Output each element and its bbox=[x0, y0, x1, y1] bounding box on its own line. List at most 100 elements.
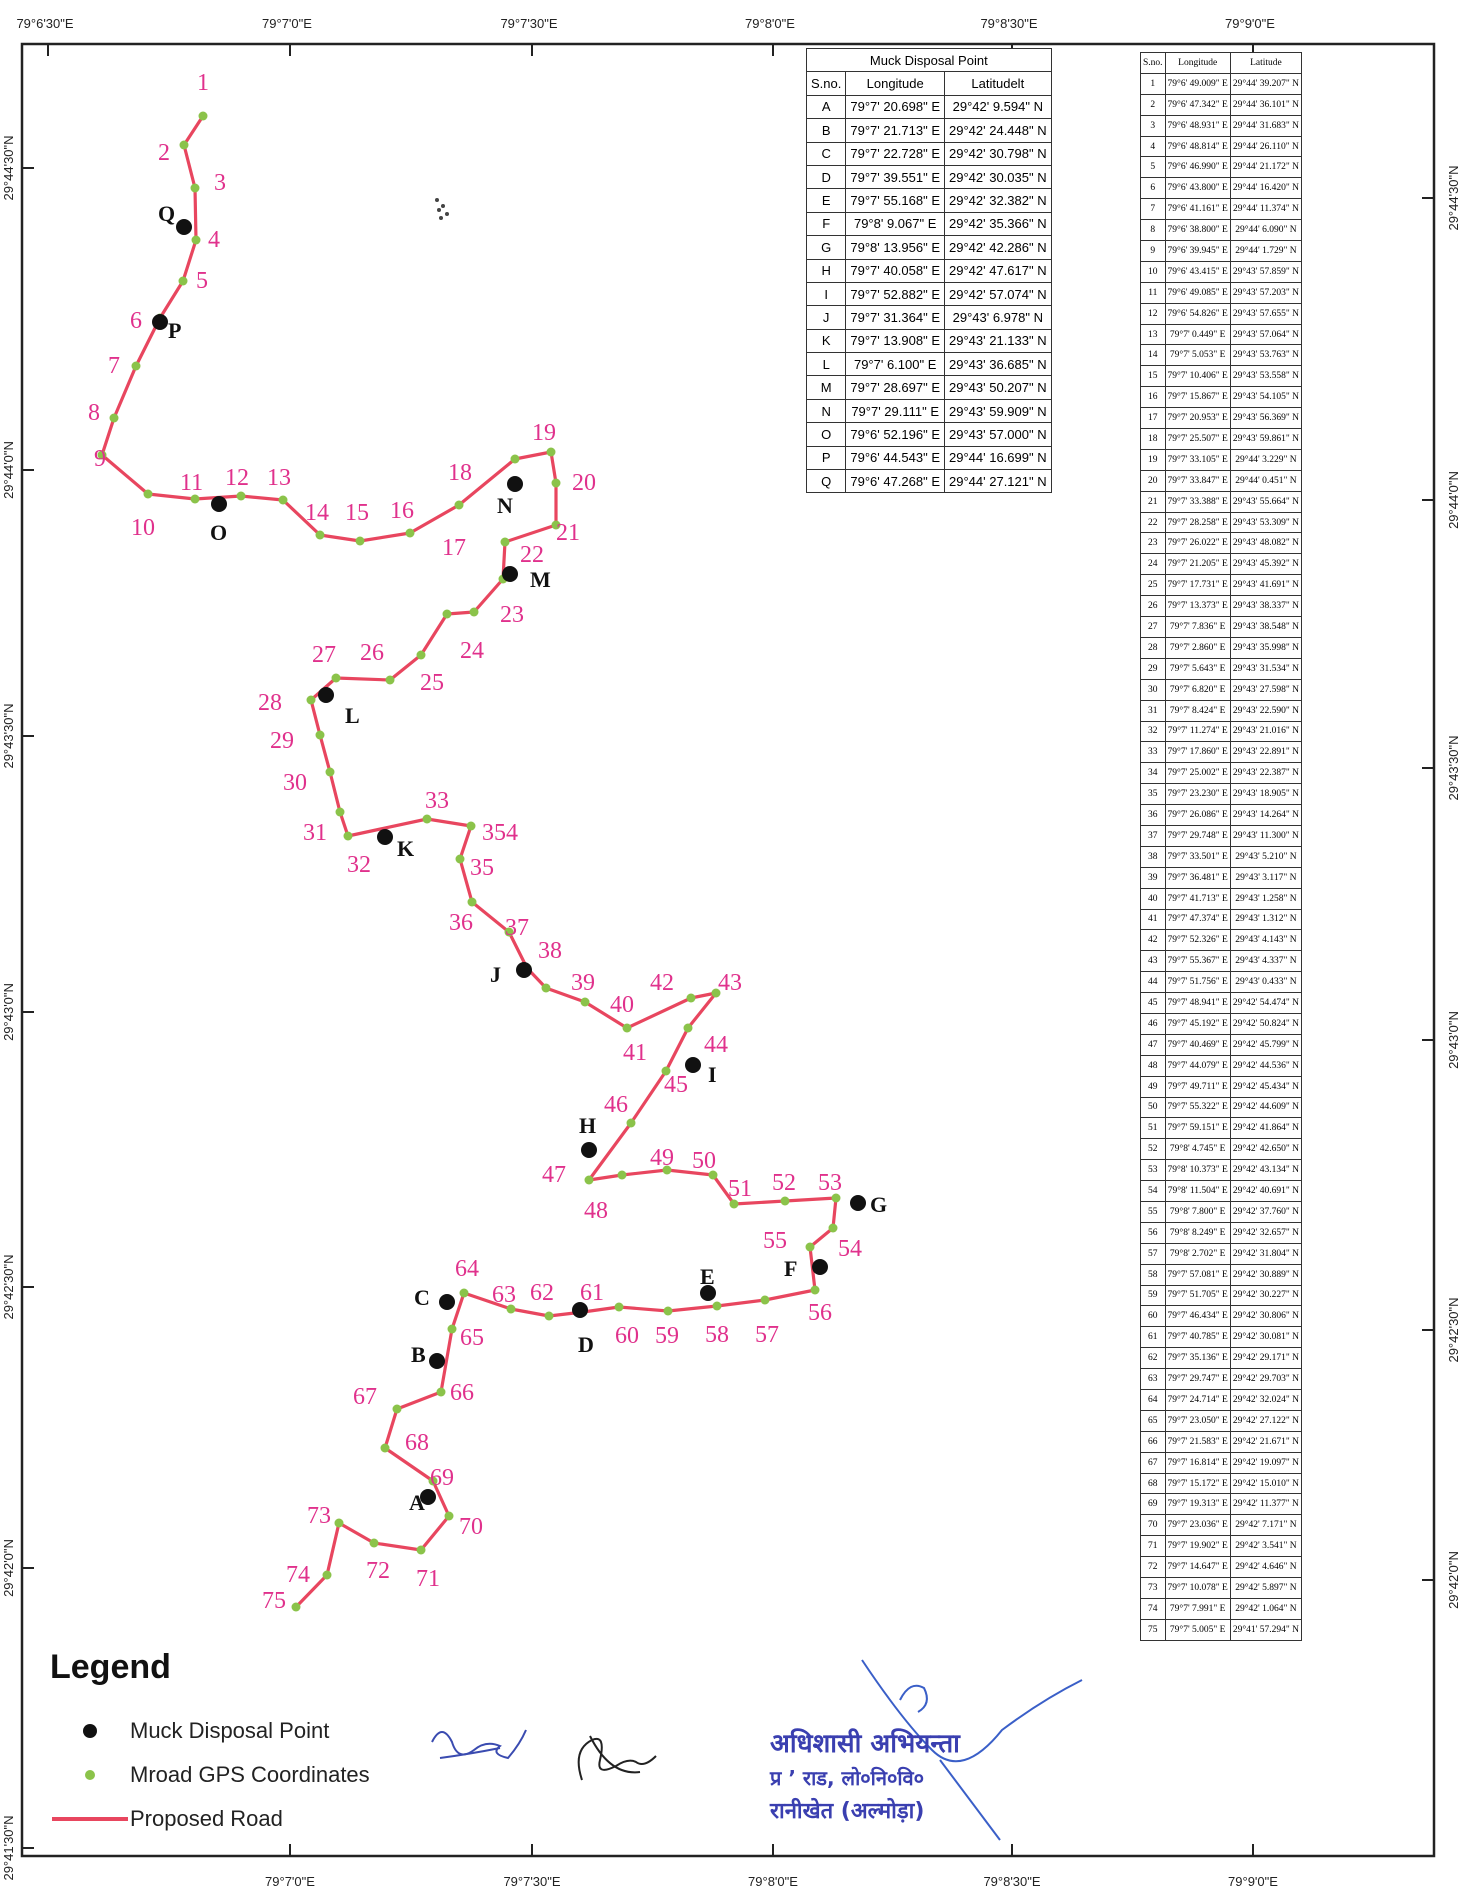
table-row: 39 79°7' 36.481" E 29°43' 3.117" N bbox=[1140, 866, 1303, 889]
table-cell: L bbox=[805, 352, 847, 377]
gps-label: 72 bbox=[366, 1558, 390, 1584]
gps-label: 46 bbox=[604, 1092, 628, 1118]
latitude-label: 29°44'30"N bbox=[1, 135, 16, 200]
muck-table-header: S.no. bbox=[805, 71, 847, 96]
table-row: P 79°6' 44.543" E 29°44' 16.699" N bbox=[805, 445, 1052, 471]
muck-label: G bbox=[870, 1192, 887, 1217]
table-row: 70 79°7' 23.036" E 29°42' 7.171" N bbox=[1140, 1514, 1303, 1537]
gps-label: 53 bbox=[818, 1170, 842, 1196]
table-row: J 79°7' 31.364" E 29°43' 6.978" N bbox=[805, 305, 1052, 330]
table-cell: 29°44' 6.090" N bbox=[1229, 219, 1303, 242]
table-cell: 79°7' 20.953" E bbox=[1164, 407, 1231, 430]
table-row: B 79°7' 21.713" E 29°42' 24.448" N bbox=[805, 118, 1052, 143]
table-cell: 56 bbox=[1140, 1221, 1166, 1244]
muck-label: L bbox=[345, 703, 360, 728]
signature-2 bbox=[577, 1735, 657, 1781]
table-cell: 79°7' 5.005" E bbox=[1164, 1618, 1231, 1641]
gps-point bbox=[278, 495, 288, 505]
table-cell: 29°44' 3.229" N bbox=[1229, 448, 1303, 471]
table-cell: 29°42' 30.035" N bbox=[944, 164, 1052, 190]
gps-label: 43 bbox=[718, 970, 742, 996]
gps-point bbox=[780, 1196, 790, 1206]
table-cell: 29°42' 42.286" N bbox=[944, 235, 1052, 260]
gps-label: 66 bbox=[450, 1380, 474, 1406]
muck-label: Q bbox=[158, 201, 175, 226]
table-cell: A bbox=[805, 94, 847, 120]
table-cell: 29°43' 14.264" N bbox=[1229, 804, 1303, 826]
gps-label: 23 bbox=[500, 602, 524, 628]
table-row: 59 79°7' 51.705" E 29°42' 30.227" N bbox=[1140, 1284, 1303, 1307]
gps-label: 16 bbox=[390, 498, 414, 524]
table-cell: 29°43' 35.998" N bbox=[1229, 636, 1303, 659]
gps-point bbox=[179, 140, 189, 150]
gps-point bbox=[510, 454, 520, 464]
table-cell: 29°44' 39.207" N bbox=[1229, 72, 1303, 95]
gps-label: 54 bbox=[838, 1236, 862, 1262]
gps-label: 19 bbox=[532, 420, 556, 446]
gps-point bbox=[236, 491, 246, 501]
table-cell: 79°6' 54.826" E bbox=[1164, 302, 1231, 325]
longitude-label: 79°7'0"E bbox=[265, 1874, 315, 1889]
table-cell: 79°6' 44.543" E bbox=[845, 445, 946, 471]
gps-label: 36 bbox=[449, 910, 473, 936]
table-row: 18 79°7' 25.507" E 29°43' 59.861" N bbox=[1140, 428, 1303, 450]
table-cell: 79°7' 25.507" E bbox=[1164, 428, 1231, 450]
table-cell: 28 bbox=[1140, 636, 1166, 659]
table-cell: 29°42' 42.650" N bbox=[1229, 1138, 1303, 1161]
longitude-label: 79°7'0"E bbox=[262, 16, 312, 31]
table-cell: 79°6' 48.931" E bbox=[1164, 114, 1231, 137]
muck-point bbox=[572, 1302, 588, 1318]
longitude-label: 79°8'30"E bbox=[983, 1874, 1040, 1889]
table-cell: 29°43' 31.534" N bbox=[1229, 657, 1303, 680]
gps-label: 68 bbox=[405, 1430, 429, 1456]
table-cell: 29°41' 57.294" N bbox=[1229, 1618, 1303, 1641]
table-cell: 29°42' 30.227" N bbox=[1229, 1284, 1303, 1307]
table-row: M 79°7' 28.697" E 29°43' 50.207" N bbox=[805, 375, 1052, 400]
table-cell: 79°6' 49.085" E bbox=[1164, 281, 1231, 304]
gps-label: 57 bbox=[755, 1322, 779, 1348]
table-cell: O bbox=[805, 422, 847, 447]
longitude-label: 79°7'30"E bbox=[500, 16, 557, 31]
muck-point bbox=[516, 962, 532, 978]
gps-point bbox=[369, 1538, 379, 1548]
green-dot-icon bbox=[50, 1770, 130, 1780]
table-cell: 29°43' 59.861" N bbox=[1229, 428, 1303, 450]
gps-point bbox=[467, 897, 477, 907]
table-cell: 72 bbox=[1140, 1556, 1166, 1579]
table-cell: 29°42' 29.703" N bbox=[1229, 1368, 1303, 1390]
table-row: H 79°7' 40.058" E 29°42' 47.617" N bbox=[805, 258, 1052, 283]
table-cell: 79°7' 7.836" E bbox=[1164, 616, 1231, 638]
table-row: 21 79°7' 33.388" E 29°43' 55.664" N bbox=[1140, 490, 1303, 513]
table-cell: 53 bbox=[1140, 1159, 1166, 1182]
table-cell: 29°42' 45.434" N bbox=[1229, 1075, 1303, 1098]
table-row: 40 79°7' 41.713" E 29°43' 1.258" N bbox=[1140, 887, 1303, 910]
muck-point bbox=[502, 566, 518, 582]
latitude-label: 29°43'0"N bbox=[1446, 1011, 1461, 1069]
table-cell: 29°43' 3.117" N bbox=[1229, 866, 1303, 889]
table-row: 15 79°7' 10.406" E 29°43' 53.558" N bbox=[1140, 365, 1303, 388]
table-cell: 79°6' 47.342" E bbox=[1164, 93, 1231, 116]
gps-point bbox=[661, 1066, 671, 1076]
table-cell: 29°43' 36.685" N bbox=[944, 352, 1052, 377]
muck-label: C bbox=[414, 1285, 430, 1310]
table-cell: 29°42' 30.081" N bbox=[1229, 1326, 1303, 1349]
table-row: 20 79°7' 33.847" E 29°44' 0.451" N bbox=[1140, 469, 1303, 492]
table-cell: 29°43' 54.105" N bbox=[1229, 386, 1303, 409]
table-cell: 21 bbox=[1140, 490, 1166, 513]
longitude-label: 79°6'30"E bbox=[16, 16, 73, 31]
table-cell: 29°43' 5.210" N bbox=[1229, 845, 1303, 868]
table-cell: 29°44' 11.374" N bbox=[1229, 198, 1303, 221]
table-cell: 62 bbox=[1140, 1347, 1166, 1370]
gps-point bbox=[828, 1223, 838, 1233]
gps-label: 31 bbox=[303, 820, 327, 846]
muck-label: D bbox=[578, 1332, 594, 1357]
table-row: 17 79°7' 20.953" E 29°43' 56.369" N bbox=[1140, 407, 1303, 430]
muck-label: N bbox=[497, 493, 513, 518]
table-cell: 31 bbox=[1140, 699, 1166, 722]
table-row: 62 79°7' 35.136" E 29°42' 29.171" N bbox=[1140, 1347, 1303, 1370]
top-longitude-labels: 79°6'30"E 79°7'0"E 79°7'30"E 79°8'0"E 79°8'3… bbox=[16, 16, 1275, 31]
latitude-label: 29°44'0"N bbox=[1446, 471, 1461, 529]
table-cell: 25 bbox=[1140, 574, 1166, 597]
legend-title: Legend bbox=[50, 1648, 171, 1686]
gps-point bbox=[97, 450, 107, 460]
